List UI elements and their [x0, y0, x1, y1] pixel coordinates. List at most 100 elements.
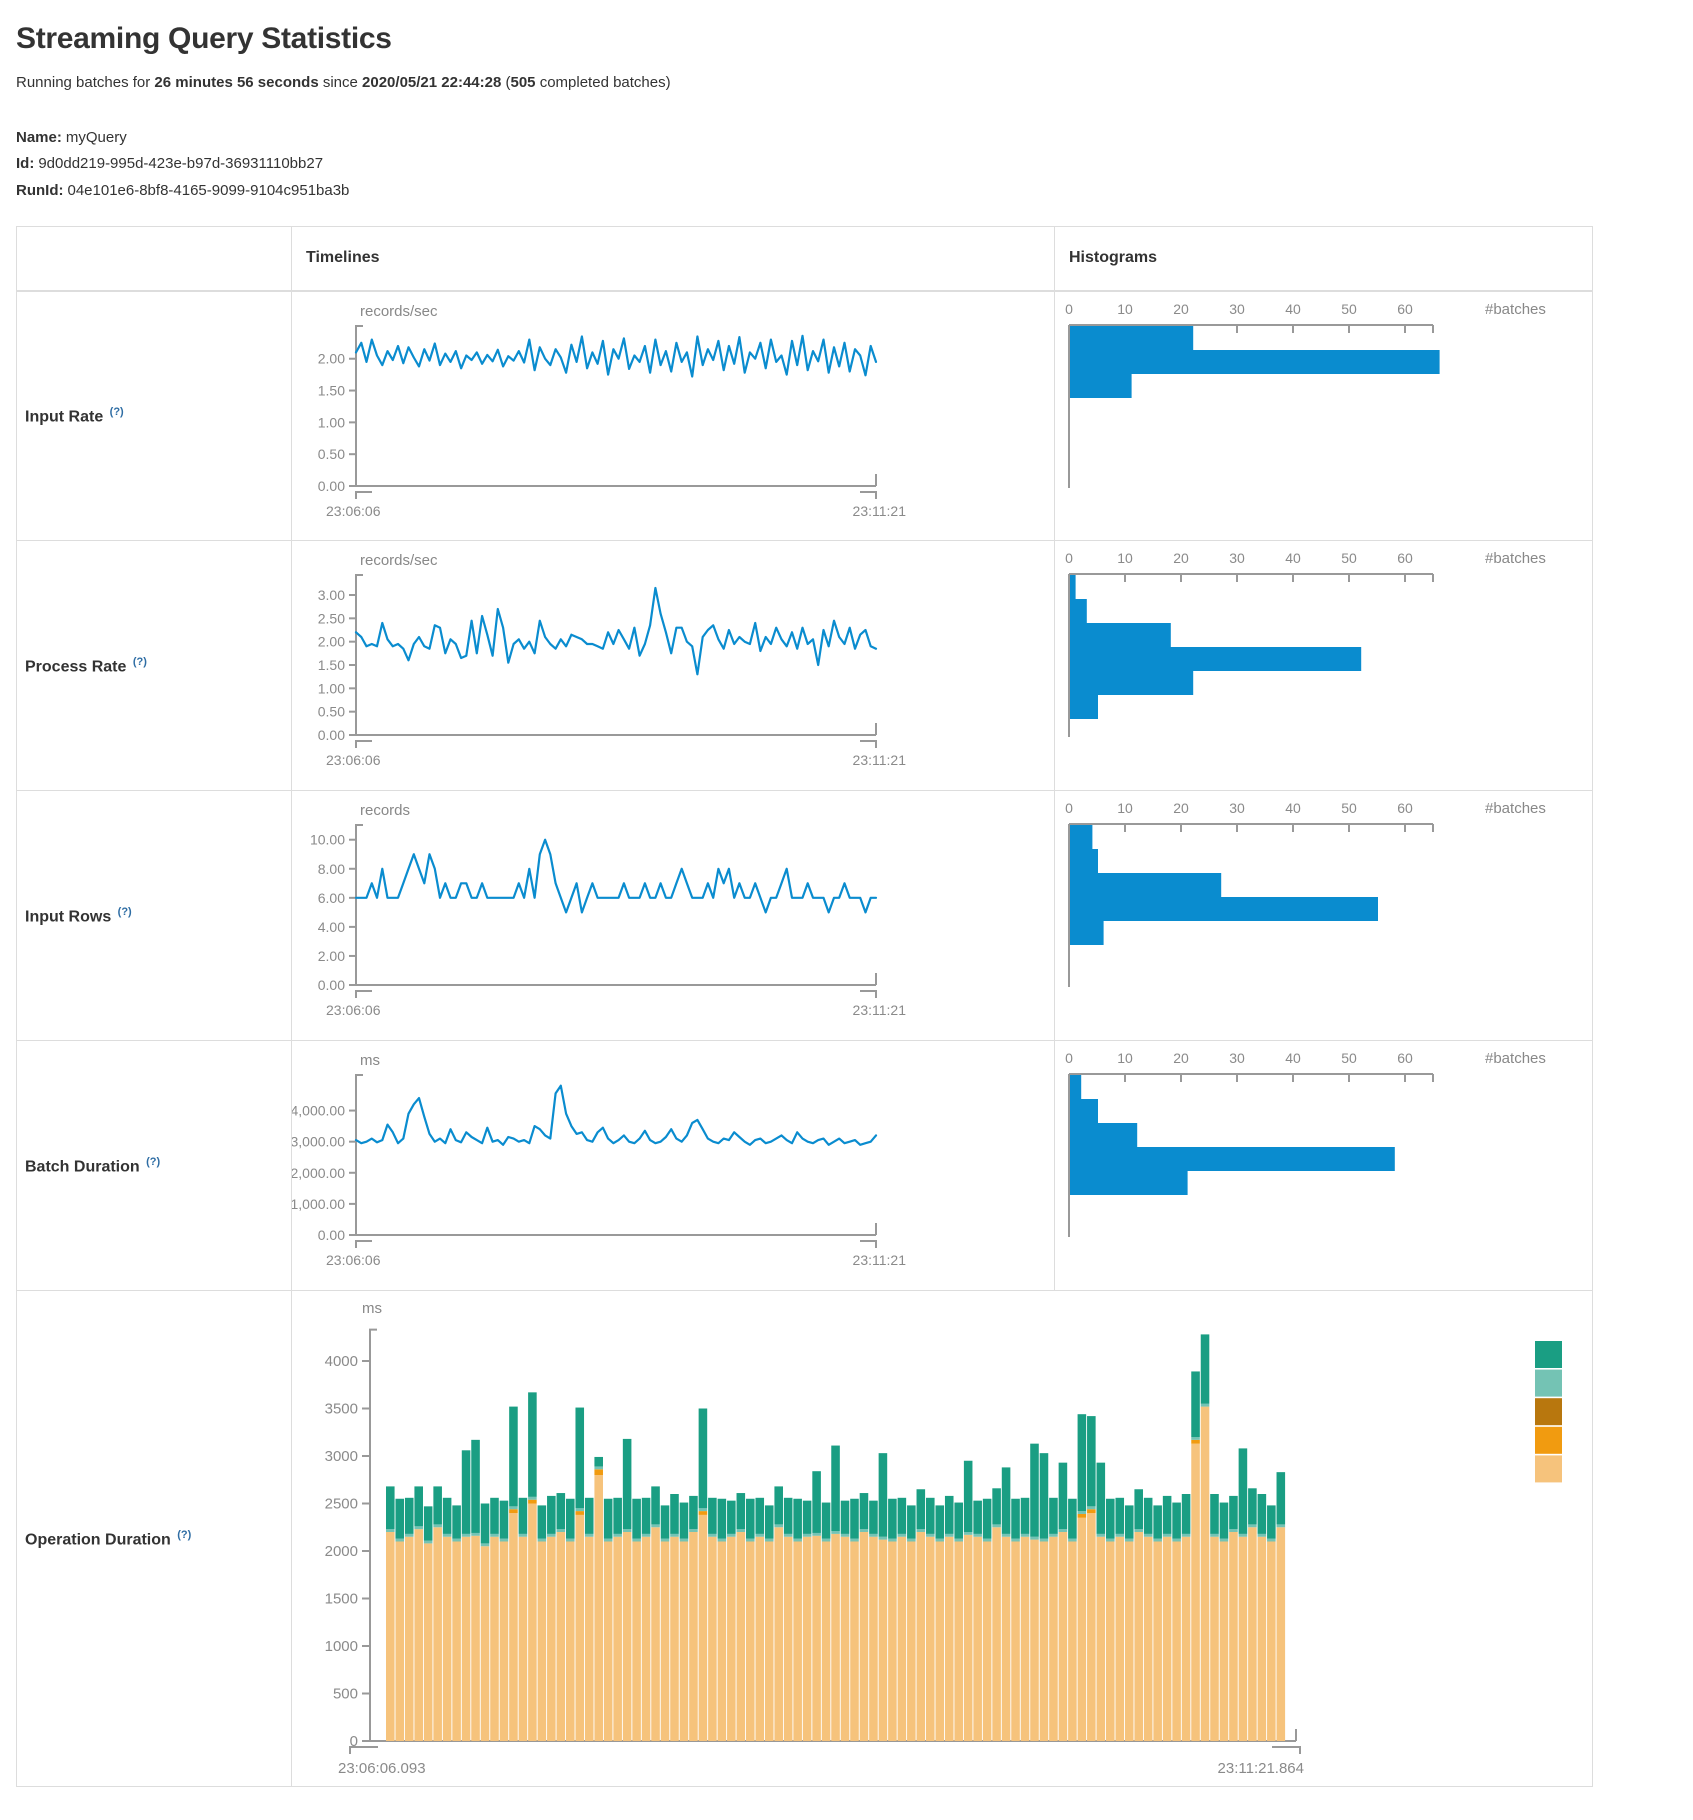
segment-teal	[622, 1439, 632, 1530]
process-rate-timeline-chart: records/sec 0.00 0.50 1.00 1.50 2.00 2.50 3.00 2…	[318, 552, 906, 768]
segment-tan	[395, 1541, 405, 1742]
segment-light-teal	[452, 1538, 461, 1542]
segment-teal	[632, 1499, 641, 1539]
segment-tan	[1276, 1527, 1286, 1742]
segment-tan	[1068, 1541, 1077, 1742]
svg-text:20: 20	[1173, 301, 1189, 317]
segment-tan	[613, 1537, 622, 1742]
row-label: Input Rate	[25, 408, 104, 426]
histogram-bars	[1070, 575, 1362, 720]
segment-tan	[1153, 1541, 1162, 1742]
segment-light-teal	[1068, 1538, 1077, 1542]
segment-light-teal	[926, 1534, 935, 1537]
legend-swatch-light_teal	[1535, 1369, 1562, 1397]
segment-teal	[954, 1502, 963, 1539]
segment-teal	[461, 1450, 471, 1535]
segment-teal	[1039, 1453, 1049, 1539]
batch-duration-histogram-cell: 0 10 20 30 40 50 60 #batches	[1054, 1040, 1593, 1292]
segment-tan	[641, 1537, 651, 1742]
svg-text:20: 20	[1173, 800, 1189, 816]
segment-light-teal	[386, 1529, 395, 1533]
segment-light-teal	[774, 1524, 783, 1528]
process-rate-label-cell: Process Rate (?)	[16, 540, 292, 792]
svg-text:4.00: 4.00	[318, 919, 345, 935]
segment-tan	[821, 1541, 831, 1742]
segment-tan	[982, 1541, 992, 1742]
process-rate-row: Process Rate (?) records/sec 0.00 0.50 1.00…	[16, 540, 1593, 792]
help-icon[interactable]: (?)	[177, 1528, 192, 1541]
segment-tan	[499, 1541, 509, 1742]
segment-light-teal	[1030, 1537, 1039, 1540]
segment-light-teal	[537, 1538, 547, 1542]
legend-swatch-teal	[1535, 1341, 1562, 1369]
segment-tan	[575, 1515, 585, 1742]
segment-teal	[1001, 1467, 1011, 1535]
svg-text:2.00: 2.00	[318, 350, 345, 366]
segment-tan	[1039, 1541, 1049, 1742]
segment-light-teal	[1219, 1538, 1229, 1542]
segment-light-teal	[547, 1534, 556, 1537]
segment-tan	[727, 1537, 736, 1742]
segment-light-teal	[480, 1543, 490, 1547]
input-rate-row: Input Rate (?) records/sec 0.00 0.50 1.00 1.…	[16, 290, 1593, 542]
segment-teal	[1020, 1498, 1030, 1535]
help-icon[interactable]: (?)	[117, 905, 132, 918]
svg-text:0: 0	[1065, 301, 1073, 317]
segment-light-teal	[783, 1534, 793, 1537]
segment-teal	[395, 1499, 405, 1539]
segment-teal	[1181, 1494, 1191, 1535]
segment-teal	[736, 1493, 746, 1530]
segment-teal	[556, 1493, 566, 1530]
help-icon[interactable]: (?)	[146, 1155, 161, 1168]
segment-tan	[1200, 1406, 1210, 1742]
segment-tan	[1210, 1537, 1219, 1742]
segment-tan	[528, 1503, 537, 1742]
svg-text:23:06:06: 23:06:06	[326, 503, 381, 519]
id-label: Id:	[16, 155, 35, 173]
svg-text:1.50: 1.50	[318, 382, 345, 398]
segment-teal	[1200, 1334, 1210, 1404]
segment-teal	[679, 1502, 689, 1539]
input-rate-timeline-cell: records/sec 0.00 0.50 1.00 1.50 2.00 23:06:06 2…	[291, 290, 1055, 542]
svg-text:23:11:21: 23:11:21	[853, 503, 907, 519]
segment-light-teal	[1001, 1534, 1011, 1537]
segment-teal	[1219, 1502, 1229, 1539]
input-rows-timeline-cell: records 0.00 2.00 4.00 6.00 8.00 10.00 23:06:06…	[291, 790, 1055, 1042]
segment-teal	[1257, 1494, 1267, 1535]
svg-text:10: 10	[1117, 301, 1133, 317]
segment-light-teal	[1257, 1534, 1267, 1537]
segment-light-teal	[717, 1538, 727, 1542]
segment-teal	[1096, 1462, 1106, 1535]
segment-tan	[490, 1537, 499, 1742]
help-icon[interactable]: (?)	[132, 655, 147, 668]
segment-teal	[442, 1498, 452, 1535]
svg-text:50: 50	[1341, 550, 1357, 566]
timeline-series	[354, 587, 878, 676]
segment-teal	[452, 1505, 461, 1539]
segment-tan	[992, 1527, 1001, 1742]
segment-light-teal	[954, 1538, 963, 1542]
segment-tan	[442, 1537, 452, 1742]
input-rows-label-cell: Input Rows (?)	[16, 790, 292, 1042]
segment-teal	[1229, 1496, 1238, 1530]
segment-light-teal	[1039, 1538, 1049, 1542]
help-icon[interactable]: (?)	[109, 405, 124, 418]
segment-tan	[1172, 1541, 1181, 1742]
svg-text:30: 30	[1229, 301, 1245, 317]
stacked-bars	[386, 1334, 1286, 1742]
svg-text:records/sec: records/sec	[360, 552, 438, 569]
segment-light-teal	[1267, 1538, 1276, 1542]
segment-teal	[1248, 1488, 1257, 1525]
legend-swatch-tan	[1535, 1455, 1562, 1483]
segment-tan	[1143, 1537, 1153, 1742]
segment-light-teal	[1115, 1534, 1125, 1537]
svg-text:0.50: 0.50	[318, 446, 345, 462]
segment-teal	[490, 1498, 499, 1535]
segment-tan	[907, 1541, 916, 1742]
segment-teal	[1087, 1416, 1096, 1507]
segment-teal	[1172, 1502, 1181, 1539]
segment-light-teal	[461, 1534, 471, 1537]
input-rate-timeline-chart: records/sec 0.00 0.50 1.00 1.50 2.00 23:06:06 2…	[318, 303, 907, 519]
segment-light-teal	[660, 1538, 670, 1542]
operation-duration-label-cell: Operation Duration (?)	[16, 1290, 292, 1788]
